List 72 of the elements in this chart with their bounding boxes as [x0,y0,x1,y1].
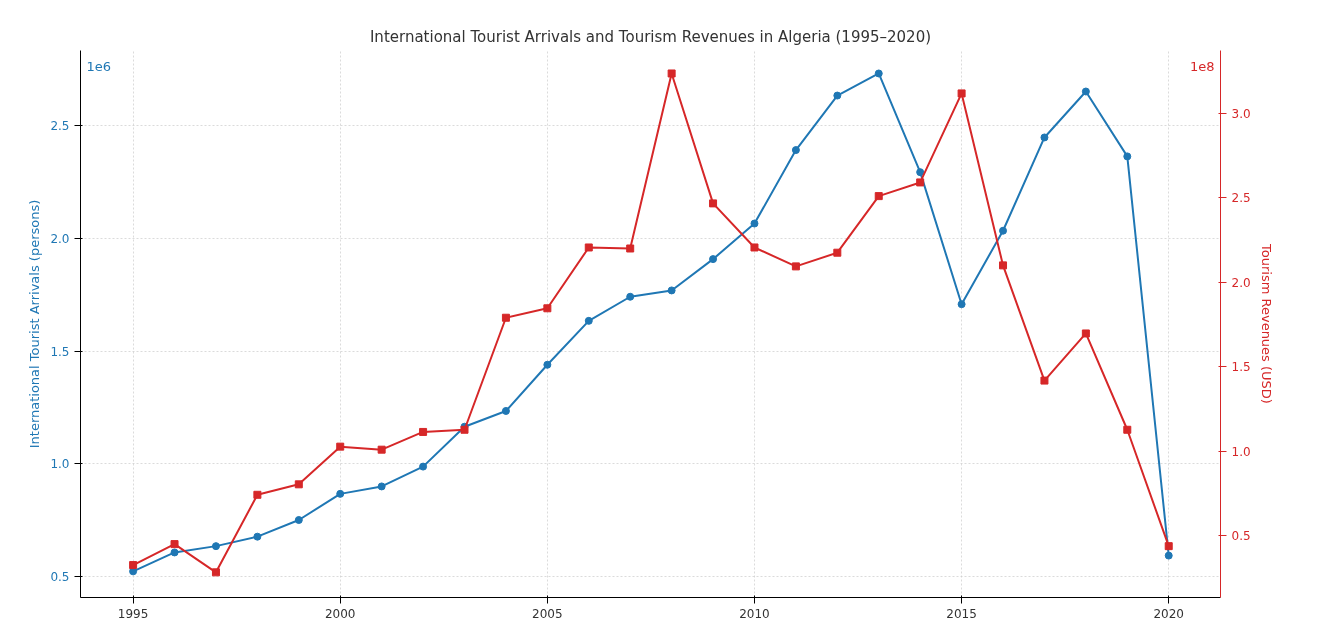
point [336,442,345,451]
point [626,292,635,301]
point [999,261,1008,270]
y-tick-label: 1.0 [50,457,70,472]
point [253,532,262,541]
point [1123,152,1132,161]
point [709,199,718,208]
point [336,489,345,498]
point [874,192,883,201]
point [957,300,966,309]
point [501,406,510,415]
point [129,561,138,570]
point [170,548,179,557]
y2-tick-label: 1.0 [1231,444,1251,459]
point [667,69,676,78]
point [916,168,925,177]
x-tick-label: 2000 [324,606,356,621]
point [626,244,635,253]
x-tick-label: 2010 [739,606,770,621]
point [211,542,220,551]
point [1164,542,1173,551]
y-tick-label: 2.0 [50,232,70,247]
y2-tick-label: 3.0 [1231,106,1251,121]
point [501,313,510,322]
point [294,516,303,524]
point [916,178,925,187]
y2-tick-label: 1.5 [1231,360,1251,375]
annotation: 1e8 [1189,58,1215,74]
point [129,567,138,576]
point [584,243,593,252]
y2-tick-label: 2.5 [1231,191,1251,206]
y-tick-label: 2.5 [50,119,70,134]
point [1123,425,1132,434]
point [294,480,303,489]
y2-axis-title: Tourism Revenues (USD) [1258,243,1274,404]
point [211,568,220,577]
x-tick-label: 1995 [117,606,149,621]
point [1040,133,1049,142]
y2-tick-label: 0.5 [1231,529,1251,544]
point [419,427,428,436]
point [667,286,676,295]
y-tick-label: 1.5 [50,344,70,359]
x-tick-label: 2020 [1153,606,1184,621]
point [419,462,428,471]
y-axis-title: International Tourist Arrivals (persons) [27,199,43,449]
point [791,262,800,271]
point [253,490,262,499]
point [999,226,1008,235]
point [377,445,386,454]
point [584,316,593,325]
annotation: 1e6 [86,58,112,74]
point [791,146,800,155]
point [543,304,552,313]
point [874,69,883,78]
point [957,89,966,98]
point [750,243,759,252]
point [1164,551,1173,560]
point [170,540,179,549]
point [1081,87,1090,96]
point [1040,376,1049,385]
y2-tick-label: 2.0 [1231,275,1251,290]
point [833,248,842,257]
chart-title: International Tourist Arrivals and Tourism Revenues in Algeria (1995–2020) [369,27,932,46]
x-tick-label: 2015 [946,606,977,621]
x-tick-label: 2005 [532,606,563,621]
point [750,219,759,228]
point [833,91,842,100]
point [543,360,552,369]
y-tick-label: 0.5 [50,570,70,585]
point [377,482,386,491]
point [1081,329,1090,338]
point [709,255,718,264]
